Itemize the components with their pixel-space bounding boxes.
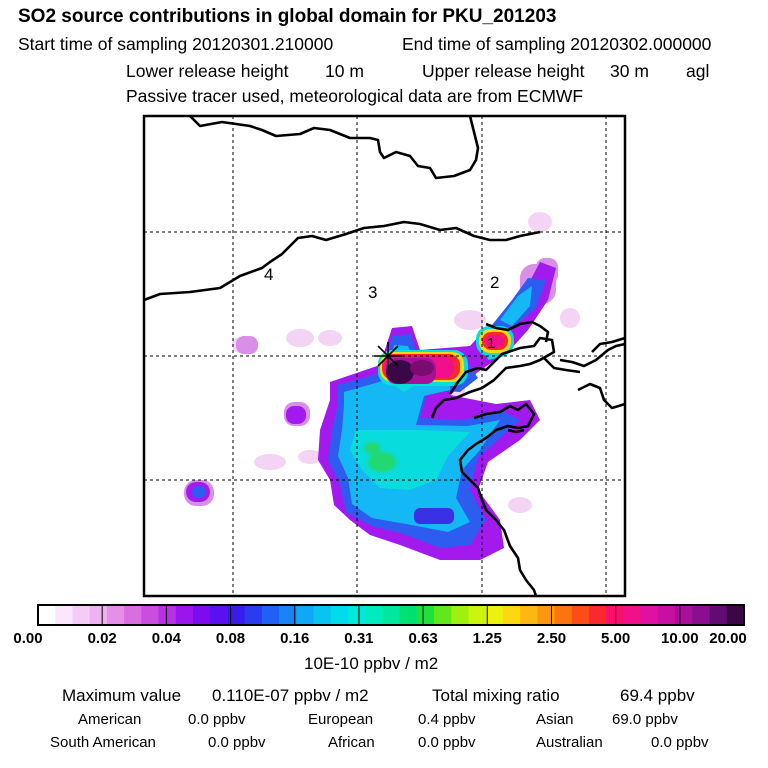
region-value-asian: 69.0 ppbv bbox=[612, 711, 678, 728]
plume-hotspot-1 bbox=[476, 326, 514, 356]
total-mixing-label: Total mixing ratio bbox=[432, 686, 560, 705]
region-value-south-american: 0.0 ppbv bbox=[208, 734, 266, 751]
map-frame bbox=[142, 114, 627, 598]
region-value-australian: 0.0 ppbv bbox=[651, 734, 709, 751]
colorbar-frame bbox=[37, 604, 745, 626]
colorbar-unit: 10E-10 ppbv / m2 bbox=[304, 654, 439, 673]
max-value: 0.110E-07 ppbv / m2 bbox=[212, 686, 369, 705]
colorbar-swatch bbox=[451, 605, 469, 625]
colorbar-swatch bbox=[485, 605, 504, 625]
colorbar-swatch bbox=[537, 605, 555, 625]
region-value-american: 0.0 ppbv bbox=[188, 711, 246, 728]
colorbar-swatch bbox=[347, 605, 366, 625]
colorbar-swatch bbox=[520, 605, 538, 625]
colorbar-swatch bbox=[623, 605, 642, 625]
colorbar-swatch bbox=[640, 605, 659, 625]
colorbar-swatch bbox=[192, 605, 211, 625]
colorbar-swatch bbox=[38, 605, 56, 625]
colorbar-swatch bbox=[606, 605, 624, 625]
colorbar-swatch bbox=[434, 605, 452, 625]
colorbar-tick-label: 1.25 bbox=[472, 630, 502, 647]
colorbar-swatch bbox=[279, 605, 297, 625]
region-label-1: 1 bbox=[487, 335, 495, 352]
colorbar-swatch bbox=[296, 605, 314, 625]
colorbar-swatch bbox=[382, 605, 401, 625]
colorbar-swatch bbox=[657, 605, 676, 625]
colorbar bbox=[37, 604, 745, 626]
colorbar-swatch bbox=[141, 605, 159, 625]
colorbar-swatch bbox=[72, 605, 91, 625]
plume-green bbox=[364, 442, 396, 472]
colorbar-tick-label: 2.50 bbox=[536, 630, 567, 647]
region-value-african: 0.0 ppbv bbox=[418, 734, 476, 751]
colorbar-tick-label: 0.04 bbox=[151, 630, 181, 647]
colorbar-tick-label: 0.63 bbox=[408, 630, 438, 647]
colorbar-swatch bbox=[726, 605, 745, 625]
upper-release-value: 30 m bbox=[610, 61, 649, 81]
colorbar-swatch bbox=[399, 605, 418, 625]
colorbar-tick-label: 0.16 bbox=[280, 630, 310, 647]
colorbar-swatch bbox=[468, 605, 487, 625]
colorbar-swatch bbox=[554, 605, 573, 625]
colorbar-swatch bbox=[313, 605, 332, 625]
colorbar-tick-label: 0.00 bbox=[13, 630, 43, 647]
plume-hotspot bbox=[378, 350, 468, 386]
plot-title: SO2 source contributions in global domai… bbox=[18, 6, 557, 27]
region-label-4: 4 bbox=[264, 265, 273, 284]
colorbar-tick-label: 10.00 bbox=[661, 630, 699, 647]
colorbar-swatch bbox=[416, 605, 435, 625]
colorbar-tick-label: 20.00 bbox=[709, 630, 747, 647]
end-time-label: End time of sampling 20120302.000000 bbox=[402, 34, 712, 54]
region-value-european: 0.4 ppbv bbox=[418, 711, 476, 728]
region-name-american: American bbox=[78, 711, 142, 728]
region-name-australian: Australian bbox=[536, 734, 603, 751]
colorbar-tick-label: 5.00 bbox=[601, 630, 631, 647]
colorbar-swatch bbox=[106, 605, 125, 625]
region-name-african: African bbox=[328, 734, 375, 751]
colorbar-tick-label: 0.31 bbox=[344, 630, 374, 647]
lower-release-label: Lower release height bbox=[126, 61, 289, 81]
colorbar-swatch bbox=[124, 605, 142, 625]
region-name-european: European bbox=[308, 711, 374, 728]
plume-blue-patch bbox=[414, 508, 454, 524]
total-mixing-value: 69.4 ppbv bbox=[620, 686, 695, 705]
start-time-label: Start time of sampling 20120301.210000 bbox=[18, 34, 334, 54]
colorbar-swatch bbox=[365, 605, 383, 625]
region-name-asian: Asian bbox=[536, 711, 574, 728]
colorbar-swatch bbox=[210, 605, 228, 625]
region-label-3: 3 bbox=[368, 283, 377, 302]
colorbar-swatch bbox=[175, 605, 194, 625]
colorbar-swatch bbox=[89, 605, 108, 625]
colorbar-swatch bbox=[158, 605, 177, 625]
region-name-south-american: South American bbox=[50, 734, 156, 751]
colorbar-swatch bbox=[709, 605, 728, 625]
colorbar-swatch bbox=[502, 605, 521, 625]
region-label-2: 2 bbox=[490, 273, 499, 292]
colorbar-tick-label: 0.02 bbox=[87, 630, 117, 647]
colorbar-swatch bbox=[55, 605, 73, 625]
tracer-note: Passive tracer used, meteorological data… bbox=[126, 86, 584, 106]
receptor-marker bbox=[374, 342, 402, 370]
colorbar-swatch bbox=[330, 605, 349, 625]
colorbar-swatch bbox=[675, 605, 693, 625]
colorbar-swatch bbox=[692, 605, 710, 625]
colorbar-swatch bbox=[261, 605, 280, 625]
colorbar-swatch bbox=[244, 605, 263, 625]
colorbar-swatch bbox=[227, 605, 246, 625]
colorbar-swatch bbox=[589, 605, 607, 625]
upper-release-reference: agl bbox=[686, 61, 710, 81]
colorbar-tick-label: 0.08 bbox=[215, 630, 246, 647]
upper-release-label: Upper release height bbox=[422, 61, 585, 81]
lower-release-value: 10 m bbox=[325, 61, 364, 81]
colorbar-swatch bbox=[571, 605, 590, 625]
max-value-label: Maximum value bbox=[62, 686, 182, 705]
